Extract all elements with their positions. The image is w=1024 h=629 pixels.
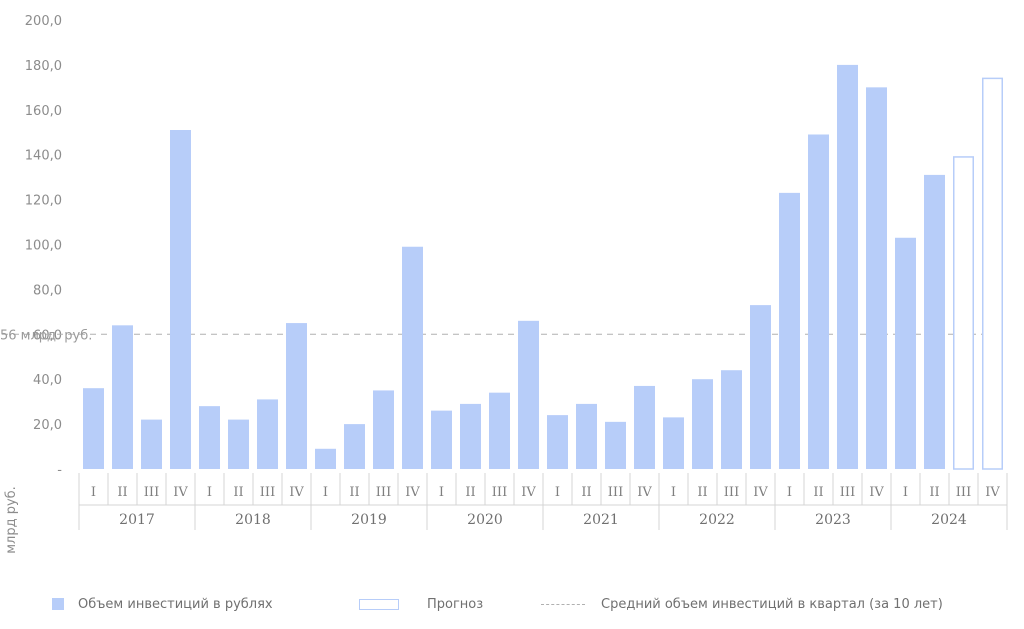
year-label: 2017: [119, 512, 155, 528]
quarter-label: III: [492, 485, 507, 500]
year-label: 2021: [583, 512, 619, 528]
quarter-label: III: [260, 485, 275, 500]
bar: [750, 305, 771, 469]
bar: [721, 370, 742, 469]
y-tick-label: 160,0: [25, 104, 62, 119]
bar: [431, 410, 452, 469]
bar: [286, 323, 307, 469]
bar: [199, 406, 220, 469]
bar: [257, 399, 278, 469]
forecast-bar: [982, 77, 1003, 470]
year-label: 2023: [815, 512, 851, 528]
y-axis-ticks: - 20,0 40,0 60,0 80,0 100,0 120,0 140,0 160,0 180…: [25, 14, 63, 478]
quarter-label: I: [555, 485, 560, 500]
bar: [547, 415, 568, 469]
bar: [373, 390, 394, 469]
legend-actual-swatch: [52, 598, 64, 610]
bar: [489, 392, 510, 469]
y-tick-label: -: [57, 463, 62, 478]
legend-average-swatch: [541, 603, 585, 605]
y-tick-label: 40,0: [33, 373, 62, 388]
quarter-label: II: [929, 485, 939, 500]
y-tick-label: 20,0: [33, 418, 62, 433]
year-label: 2018: [235, 512, 271, 528]
quarter-label: I: [207, 485, 212, 500]
bar: [460, 403, 481, 469]
bar: [344, 424, 365, 469]
legend-forecast: Прогноз: [359, 594, 483, 614]
bar: [518, 320, 539, 469]
bar: [83, 388, 104, 469]
quarter-label: IV: [869, 485, 884, 500]
quarter-label: III: [724, 485, 739, 500]
y-tick-label: 80,0: [33, 283, 62, 298]
forecast-bar: [953, 156, 974, 470]
quarter-label: III: [956, 485, 971, 500]
bar: [112, 325, 133, 469]
bar: [634, 385, 655, 469]
quarter-label: IV: [405, 485, 420, 500]
quarter-label: III: [840, 485, 855, 500]
quarter-label: IV: [985, 485, 1000, 500]
year-label: 2024: [931, 512, 967, 528]
legend-average: Средний объем инвестиций в квартал (за 1…: [541, 594, 943, 614]
bar: [895, 237, 916, 469]
investment-bar-chart: - 20,0 40,0 60,0 80,0 100,0 120,0 140,0 160,0 180…: [0, 14, 1008, 554]
legend-average-label: Средний объем инвестиций в квартал (за 1…: [601, 596, 943, 612]
year-label: 2020: [467, 512, 503, 528]
average-reference-label: 56 млрд. руб.: [0, 328, 92, 343]
bar: [692, 379, 713, 469]
legend-forecast-label: Прогноз: [427, 596, 484, 612]
legend-forecast-swatch: [359, 598, 399, 610]
quarter-label: IV: [521, 485, 536, 500]
year-label: 2022: [699, 512, 735, 528]
quarter-label: II: [581, 485, 591, 500]
legend-actual: Объем инвестиций в рублях: [52, 594, 273, 614]
bar: [808, 134, 829, 469]
quarter-label: II: [697, 485, 707, 500]
y-tick-label: 180,0: [25, 59, 62, 74]
quarter-label: IV: [173, 485, 188, 500]
bar: [663, 417, 684, 469]
quarter-label: II: [813, 485, 823, 500]
quarter-label: III: [144, 485, 159, 500]
quarter-label: III: [376, 485, 391, 500]
year-label: 2019: [351, 512, 387, 528]
y-tick-label: 60,0: [33, 328, 62, 343]
quarter-label: II: [117, 485, 127, 500]
quarter-label: I: [323, 485, 328, 500]
quarter-label: I: [787, 485, 792, 500]
bar: [779, 192, 800, 470]
bar: [170, 130, 191, 469]
bar: [837, 64, 858, 470]
bar: [866, 87, 887, 469]
quarter-label: I: [903, 485, 908, 500]
bar: [924, 174, 945, 469]
y-tick-label: 140,0: [25, 149, 62, 164]
quarter-label: IV: [289, 485, 304, 500]
quarter-label: I: [91, 485, 96, 500]
bar: [402, 246, 423, 469]
legend-actual-label: Объем инвестиций в рублях: [78, 596, 273, 612]
quarter-label: I: [439, 485, 444, 500]
y-tick-label: 120,0: [25, 194, 62, 209]
bar: [228, 419, 249, 469]
quarter-label: II: [349, 485, 359, 500]
quarter-label: IV: [753, 485, 768, 500]
bars-group: [83, 64, 1003, 470]
bar: [141, 419, 162, 469]
quarter-label: II: [465, 485, 475, 500]
y-tick-label: 100,0: [25, 239, 62, 254]
bar: [315, 448, 336, 469]
bar: [605, 421, 626, 469]
x-axis: I II III IV I II III IV I II III IV I II III IV I II III IV…: [78, 473, 1008, 530]
y-tick-label: 200,0: [25, 14, 62, 29]
quarter-label: II: [233, 485, 243, 500]
quarter-label: III: [608, 485, 623, 500]
quarter-label: I: [671, 485, 676, 500]
quarter-label: IV: [637, 485, 652, 500]
bar: [576, 403, 597, 469]
y-axis-unit-label: млрд руб.: [4, 486, 19, 554]
